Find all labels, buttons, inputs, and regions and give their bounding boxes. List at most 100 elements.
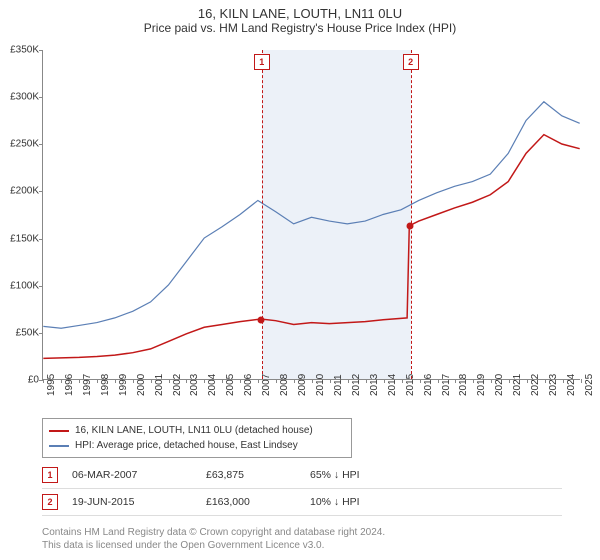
x-tick-label: 2014 (387, 374, 398, 396)
x-tick-label: 2010 (315, 374, 326, 396)
x-tick-label: 2006 (243, 374, 254, 396)
y-tick-mark (39, 286, 43, 287)
x-tick-mark (509, 379, 510, 383)
x-tick-mark (438, 379, 439, 383)
y-tick-label: £0 (1, 375, 39, 386)
hpi-line (43, 102, 579, 329)
y-tick-mark (39, 333, 43, 334)
y-tick-mark (39, 239, 43, 240)
y-tick-mark (39, 144, 43, 145)
x-tick-label: 2011 (333, 374, 344, 396)
x-tick-label: 2017 (441, 374, 452, 396)
x-tick-label: 2020 (494, 374, 505, 396)
x-tick-label: 2021 (512, 374, 523, 396)
x-tick-mark (97, 379, 98, 383)
y-tick-label: £150K (1, 233, 39, 244)
x-tick-mark (222, 379, 223, 383)
legend-row-hpi: HPI: Average price, detached house, East… (49, 438, 345, 453)
transaction-price: £163,000 (206, 496, 296, 508)
transaction-row: 2 19-JUN-2015 £163,000 10% ↓ HPI (42, 489, 562, 516)
footnote-line-2: This data is licensed under the Open Gov… (42, 539, 385, 552)
x-tick-label: 2000 (136, 374, 147, 396)
x-tick-mark (79, 379, 80, 383)
legend-swatch-red (49, 430, 69, 432)
x-tick-label: 2018 (458, 374, 469, 396)
y-tick-label: £250K (1, 139, 39, 150)
x-tick-label: 2002 (172, 374, 183, 396)
x-tick-label: 1996 (64, 374, 75, 396)
x-tick-mark (581, 379, 582, 383)
x-tick-mark (348, 379, 349, 383)
x-tick-label: 2005 (225, 374, 236, 396)
x-tick-label: 1998 (100, 374, 111, 396)
x-tick-label: 2007 (261, 374, 272, 396)
sale-dot (407, 223, 414, 230)
y-tick-mark (39, 97, 43, 98)
footnote: Contains HM Land Registry data © Crown c… (42, 526, 385, 552)
x-tick-mark (527, 379, 528, 383)
y-tick-label: £350K (1, 45, 39, 56)
transaction-date: 06-MAR-2007 (72, 469, 192, 481)
x-tick-mark (169, 379, 170, 383)
x-tick-mark (294, 379, 295, 383)
x-tick-mark (204, 379, 205, 383)
transaction-vs-hpi: 10% ↓ HPI (310, 496, 410, 508)
x-tick-mark (455, 379, 456, 383)
x-tick-label: 1999 (118, 374, 129, 396)
legend-label-hpi: HPI: Average price, detached house, East… (75, 438, 298, 453)
y-tick-label: £100K (1, 280, 39, 291)
transaction-badge: 2 (42, 494, 58, 510)
x-tick-mark (151, 379, 152, 383)
x-tick-mark (473, 379, 474, 383)
x-tick-mark (420, 379, 421, 383)
sale-marker-line (411, 50, 412, 379)
x-tick-mark (330, 379, 331, 383)
chart-legend: 16, KILN LANE, LOUTH, LN11 0LU (detached… (42, 418, 352, 458)
sale-marker-badge: 1 (254, 54, 270, 70)
x-tick-label: 2009 (297, 374, 308, 396)
x-tick-label: 2008 (279, 374, 290, 396)
legend-label-price-paid: 16, KILN LANE, LOUTH, LN11 0LU (detached… (75, 423, 313, 438)
x-tick-mark (258, 379, 259, 383)
x-tick-mark (366, 379, 367, 383)
x-tick-mark (545, 379, 546, 383)
sale-dot (258, 316, 265, 323)
x-tick-label: 2023 (548, 374, 559, 396)
legend-row-price-paid: 16, KILN LANE, LOUTH, LN11 0LU (detached… (49, 423, 345, 438)
chart-lines (43, 50, 580, 379)
x-tick-mark (402, 379, 403, 383)
x-tick-label: 1997 (82, 374, 93, 396)
y-tick-label: £50K (1, 327, 39, 338)
transaction-date: 19-JUN-2015 (72, 496, 192, 508)
x-tick-mark (186, 379, 187, 383)
page-subtitle: Price paid vs. HM Land Registry's House … (0, 21, 600, 39)
y-tick-mark (39, 191, 43, 192)
x-tick-mark (563, 379, 564, 383)
footnote-line-1: Contains HM Land Registry data © Crown c… (42, 526, 385, 539)
transaction-row: 106-MAR-2007£63,87565% ↓ HPI (42, 462, 562, 489)
x-tick-mark (43, 379, 44, 383)
x-tick-label: 2012 (351, 374, 362, 396)
x-tick-label: 2004 (207, 374, 218, 396)
transaction-price: £63,875 (206, 469, 296, 481)
page-title: 16, KILN LANE, LOUTH, LN11 0LU (0, 0, 600, 21)
x-tick-label: 2013 (369, 374, 380, 396)
x-tick-label: 2022 (530, 374, 541, 396)
price-paid-line (43, 135, 579, 359)
x-tick-mark (240, 379, 241, 383)
sale-marker-badge: 2 (403, 54, 419, 70)
x-tick-mark (133, 379, 134, 383)
transactions-table: 106-MAR-2007£63,87565% ↓ HPI219-JUN-2015… (42, 462, 562, 516)
x-tick-label: 2019 (476, 374, 487, 396)
legend-swatch-blue (49, 445, 69, 447)
x-tick-label: 1995 (46, 374, 57, 396)
x-tick-mark (115, 379, 116, 383)
x-tick-label: 2003 (189, 374, 200, 396)
x-tick-mark (61, 379, 62, 383)
sale-marker-line (262, 50, 263, 379)
x-tick-label: 2016 (423, 374, 434, 396)
x-tick-mark (312, 379, 313, 383)
x-tick-label: 2001 (154, 374, 165, 396)
transaction-badge: 1 (42, 467, 58, 483)
x-tick-mark (384, 379, 385, 383)
